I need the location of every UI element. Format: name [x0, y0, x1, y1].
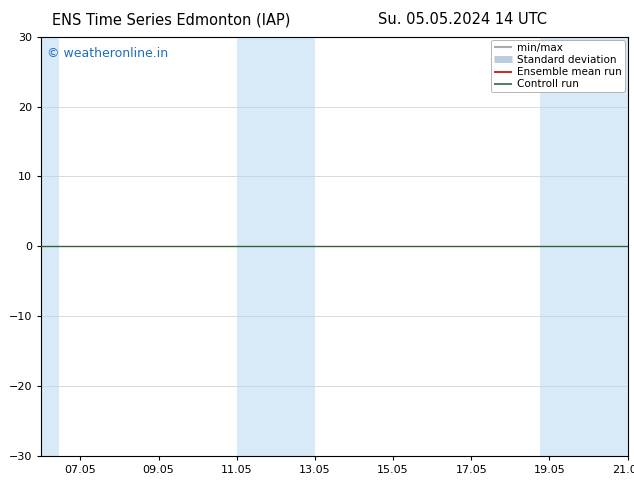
Text: Su. 05.05.2024 14 UTC: Su. 05.05.2024 14 UTC	[378, 12, 547, 27]
Bar	[41, 37, 59, 456]
Bar	[540, 37, 628, 456]
Bar	[236, 37, 315, 456]
Text: © weatheronline.in: © weatheronline.in	[47, 47, 168, 60]
Text: ENS Time Series Edmonton (IAP): ENS Time Series Edmonton (IAP)	[52, 12, 290, 27]
Legend: min/max, Standard deviation, Ensemble mean run, Controll run: min/max, Standard deviation, Ensemble me…	[491, 40, 624, 93]
